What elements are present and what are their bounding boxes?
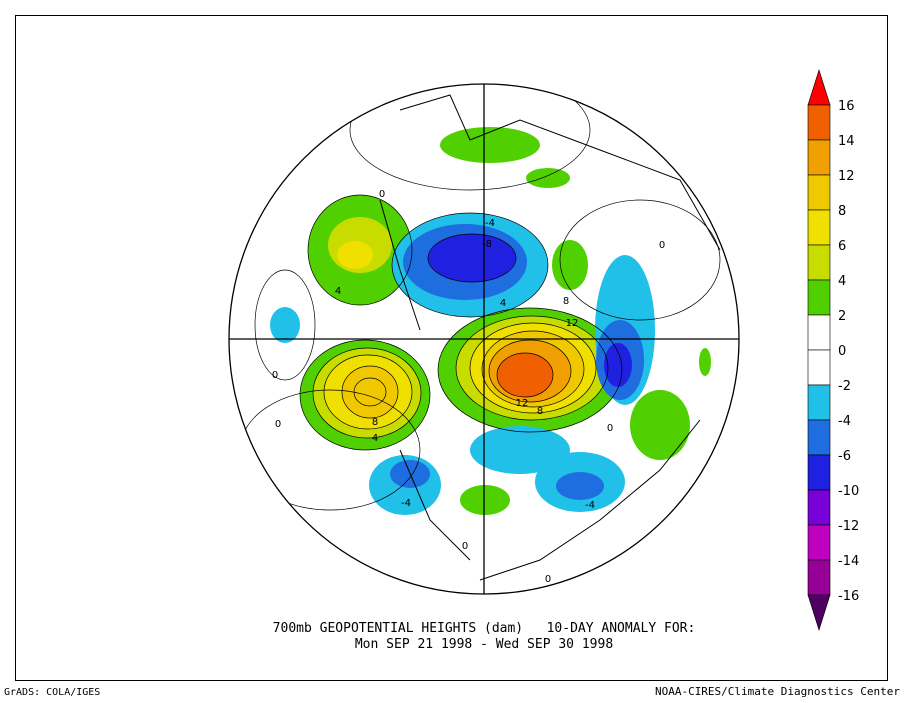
colorbar-label: -6	[838, 449, 851, 464]
colorbar-swatch	[807, 524, 831, 561]
colorbar-label: 16	[838, 99, 855, 114]
colorbar-swatch	[807, 314, 831, 351]
colorbar-label: -16	[838, 589, 859, 604]
contour-label: -8	[482, 239, 492, 250]
colorbar: 16 14 12 8 6 4 2 0 -2 -4 -6 -10 -12 -14 -16	[807, 68, 859, 632]
colorbar-label: 8	[838, 204, 846, 219]
contour-label: 8	[563, 296, 569, 307]
contour-label: -4	[585, 500, 595, 511]
colorbar-label: 0	[838, 344, 846, 359]
contour-label: 4	[335, 286, 341, 297]
colorbar-swatch	[807, 559, 831, 596]
contour-label: 8	[537, 406, 543, 417]
colorbar-cap	[807, 594, 831, 632]
footer-right: NOAA-CIRES/Climate Diagnostics Center	[655, 685, 900, 698]
colorbar-swatch	[807, 454, 831, 491]
frame	[15, 15, 888, 681]
colorbar-swatch	[807, 489, 831, 526]
contour-label: 12	[566, 318, 579, 329]
contour-labels: 0 -4 -8 4 0 0 8 4 12 8 12 8 -4 -4 0 0 0 0 4	[272, 189, 665, 585]
colorbar-label: 2	[838, 309, 846, 324]
contour-label: 0	[379, 189, 385, 200]
colorbar-swatch	[807, 279, 831, 316]
contour-label: 0	[545, 574, 551, 585]
colorbar-label: -10	[838, 484, 859, 499]
contour-label: 0	[272, 370, 278, 381]
title-line: 700mb GEOPOTENTIAL HEIGHTS (dam) 10-DAY …	[273, 621, 696, 636]
colorbar-label: -14	[838, 554, 859, 569]
colorbar-label: 4	[838, 274, 846, 289]
title-line: Mon SEP 21 1998 - Wed SEP 30 1998	[355, 637, 613, 652]
colorbar-label: 6	[838, 239, 846, 254]
contour-label: 0	[275, 419, 281, 430]
contour-label: 8	[372, 417, 378, 428]
colorbar-swatch	[807, 349, 831, 386]
contour-label: 4	[372, 433, 378, 444]
colorbar-label: -2	[838, 379, 851, 394]
colorbar-label: 14	[838, 134, 855, 149]
contour-label: 12	[516, 398, 529, 409]
colorbar-label: -4	[838, 414, 851, 429]
colorbar-swatch	[807, 244, 831, 281]
colorbar-swatch	[807, 419, 831, 456]
contour-label: -4	[401, 498, 411, 509]
contour-label: 0	[462, 541, 468, 552]
colorbar-swatch	[807, 139, 831, 176]
colorbar-swatch	[807, 174, 831, 211]
contour-label: 4	[500, 298, 506, 309]
colorbar-label: 12	[838, 169, 855, 184]
contour-label: -4	[485, 218, 495, 229]
colorbar-label: -12	[838, 519, 859, 534]
colorbar-swatch	[807, 209, 831, 246]
colorbar-swatch	[807, 384, 831, 421]
contour-label: 0	[607, 423, 613, 434]
colorbar-swatch	[807, 104, 831, 141]
footer-left: GrADS: COLA/IGES	[4, 687, 100, 698]
contour-label: 0	[659, 240, 665, 251]
